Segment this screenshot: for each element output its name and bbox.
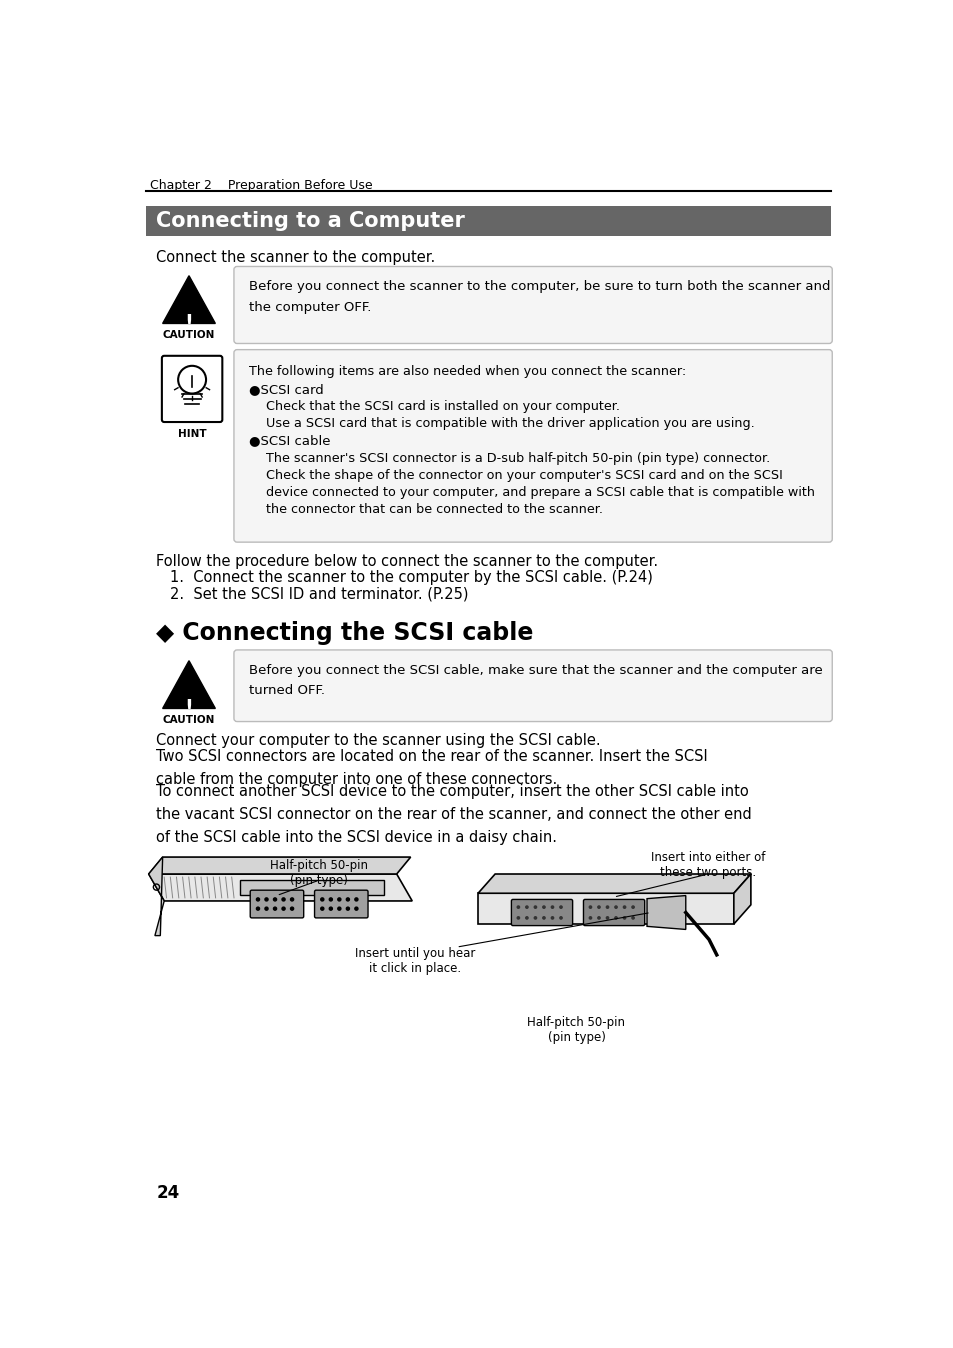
Polygon shape: [477, 894, 733, 925]
Circle shape: [622, 906, 625, 909]
Text: CAUTION: CAUTION: [163, 714, 215, 725]
Circle shape: [615, 906, 617, 909]
FancyBboxPatch shape: [146, 206, 830, 236]
FancyBboxPatch shape: [250, 890, 303, 918]
Circle shape: [256, 907, 259, 910]
Circle shape: [525, 917, 528, 919]
Polygon shape: [477, 874, 750, 894]
Circle shape: [631, 906, 634, 909]
Circle shape: [517, 906, 519, 909]
Polygon shape: [733, 874, 750, 925]
Text: Half-pitch 50-pin
(pin type): Half-pitch 50-pin (pin type): [527, 1016, 625, 1045]
Circle shape: [559, 906, 561, 909]
Polygon shape: [646, 895, 685, 930]
Circle shape: [346, 907, 349, 910]
Circle shape: [355, 898, 357, 900]
Circle shape: [337, 898, 340, 900]
Circle shape: [606, 906, 608, 909]
Polygon shape: [162, 661, 215, 709]
FancyBboxPatch shape: [314, 890, 368, 918]
Circle shape: [265, 907, 268, 910]
Text: Two SCSI connectors are located on the rear of the scanner. Insert the SCSI
cabl: Two SCSI connectors are located on the r…: [156, 749, 707, 787]
Text: Check the shape of the connector on your computer's SCSI card and on the SCSI: Check the shape of the connector on your…: [266, 469, 782, 483]
Circle shape: [517, 917, 519, 919]
Circle shape: [589, 917, 591, 919]
Text: Use a SCSI card that is compatible with the driver application you are using.: Use a SCSI card that is compatible with …: [266, 417, 755, 430]
Text: Half-pitch 50-pin
(pin type): Half-pitch 50-pin (pin type): [270, 859, 368, 887]
Circle shape: [589, 906, 591, 909]
Circle shape: [291, 898, 294, 900]
Circle shape: [320, 907, 323, 910]
Polygon shape: [149, 874, 412, 900]
Text: 1.  Connect the scanner to the computer by the SCSI cable. (P.24): 1. Connect the scanner to the computer b…: [170, 570, 652, 585]
Text: Follow the procedure below to connect the scanner to the computer.: Follow the procedure below to connect th…: [156, 554, 658, 569]
Circle shape: [274, 898, 276, 900]
Circle shape: [598, 906, 599, 909]
Circle shape: [534, 906, 536, 909]
Text: HINT: HINT: [177, 429, 206, 439]
Text: Before you connect the SCSI cable, make sure that the scanner and the computer a: Before you connect the SCSI cable, make …: [249, 663, 822, 697]
FancyBboxPatch shape: [162, 356, 222, 422]
Circle shape: [534, 917, 536, 919]
Circle shape: [282, 898, 285, 900]
Text: Insert until you hear
it click in place.: Insert until you hear it click in place.: [355, 948, 475, 975]
Polygon shape: [149, 857, 410, 874]
FancyBboxPatch shape: [240, 880, 383, 895]
Circle shape: [346, 898, 349, 900]
FancyBboxPatch shape: [233, 267, 831, 344]
Circle shape: [631, 917, 634, 919]
Text: !: !: [184, 313, 193, 332]
Circle shape: [274, 907, 276, 910]
Circle shape: [559, 917, 561, 919]
Text: the connector that can be connected to the scanner.: the connector that can be connected to t…: [266, 503, 603, 515]
Circle shape: [598, 917, 599, 919]
Text: Before you connect the scanner to the computer, be sure to turn both the scanner: Before you connect the scanner to the co…: [249, 280, 830, 314]
Text: ●SCSI cable: ●SCSI cable: [249, 434, 331, 448]
Text: 2.  Set the SCSI ID and terminator. (P.25): 2. Set the SCSI ID and terminator. (P.25…: [170, 586, 468, 601]
Text: ●SCSI card: ●SCSI card: [249, 383, 324, 395]
Text: Connect your computer to the scanner using the SCSI cable.: Connect your computer to the scanner usi…: [156, 733, 600, 748]
Text: Check that the SCSI card is installed on your computer.: Check that the SCSI card is installed on…: [266, 400, 619, 412]
Circle shape: [622, 917, 625, 919]
Text: The scanner's SCSI connector is a D-sub half-pitch 50-pin (pin type) connector.: The scanner's SCSI connector is a D-sub …: [266, 452, 770, 465]
FancyBboxPatch shape: [511, 899, 572, 926]
Circle shape: [542, 917, 544, 919]
Text: Chapter 2    Preparation Before Use: Chapter 2 Preparation Before Use: [150, 179, 373, 191]
Circle shape: [329, 907, 332, 910]
Circle shape: [329, 898, 332, 900]
Circle shape: [355, 907, 357, 910]
Circle shape: [542, 906, 544, 909]
Text: 24: 24: [156, 1185, 179, 1202]
Circle shape: [525, 906, 528, 909]
Text: !: !: [184, 698, 193, 717]
FancyBboxPatch shape: [583, 899, 644, 926]
Polygon shape: [162, 276, 215, 324]
Circle shape: [320, 898, 323, 900]
Polygon shape: [149, 857, 164, 936]
Circle shape: [551, 906, 553, 909]
Text: The following items are also needed when you connect the scanner:: The following items are also needed when…: [249, 365, 686, 377]
Text: CAUTION: CAUTION: [163, 330, 215, 340]
Circle shape: [551, 917, 553, 919]
FancyBboxPatch shape: [233, 650, 831, 721]
Text: Connecting to a Computer: Connecting to a Computer: [156, 212, 465, 231]
Text: device connected to your computer, and prepare a SCSI cable that is compatible w: device connected to your computer, and p…: [266, 485, 815, 499]
Circle shape: [615, 917, 617, 919]
Text: ◆ Connecting the SCSI cable: ◆ Connecting the SCSI cable: [156, 621, 534, 646]
Circle shape: [256, 898, 259, 900]
Text: To connect another SCSI device to the computer, insert the other SCSI cable into: To connect another SCSI device to the co…: [156, 785, 751, 844]
Text: Insert into either of
these two ports.: Insert into either of these two ports.: [650, 851, 764, 879]
Circle shape: [265, 898, 268, 900]
Text: Connect the scanner to the computer.: Connect the scanner to the computer.: [156, 251, 436, 266]
Circle shape: [282, 907, 285, 910]
Circle shape: [606, 917, 608, 919]
FancyBboxPatch shape: [233, 349, 831, 542]
Circle shape: [291, 907, 294, 910]
Circle shape: [337, 907, 340, 910]
